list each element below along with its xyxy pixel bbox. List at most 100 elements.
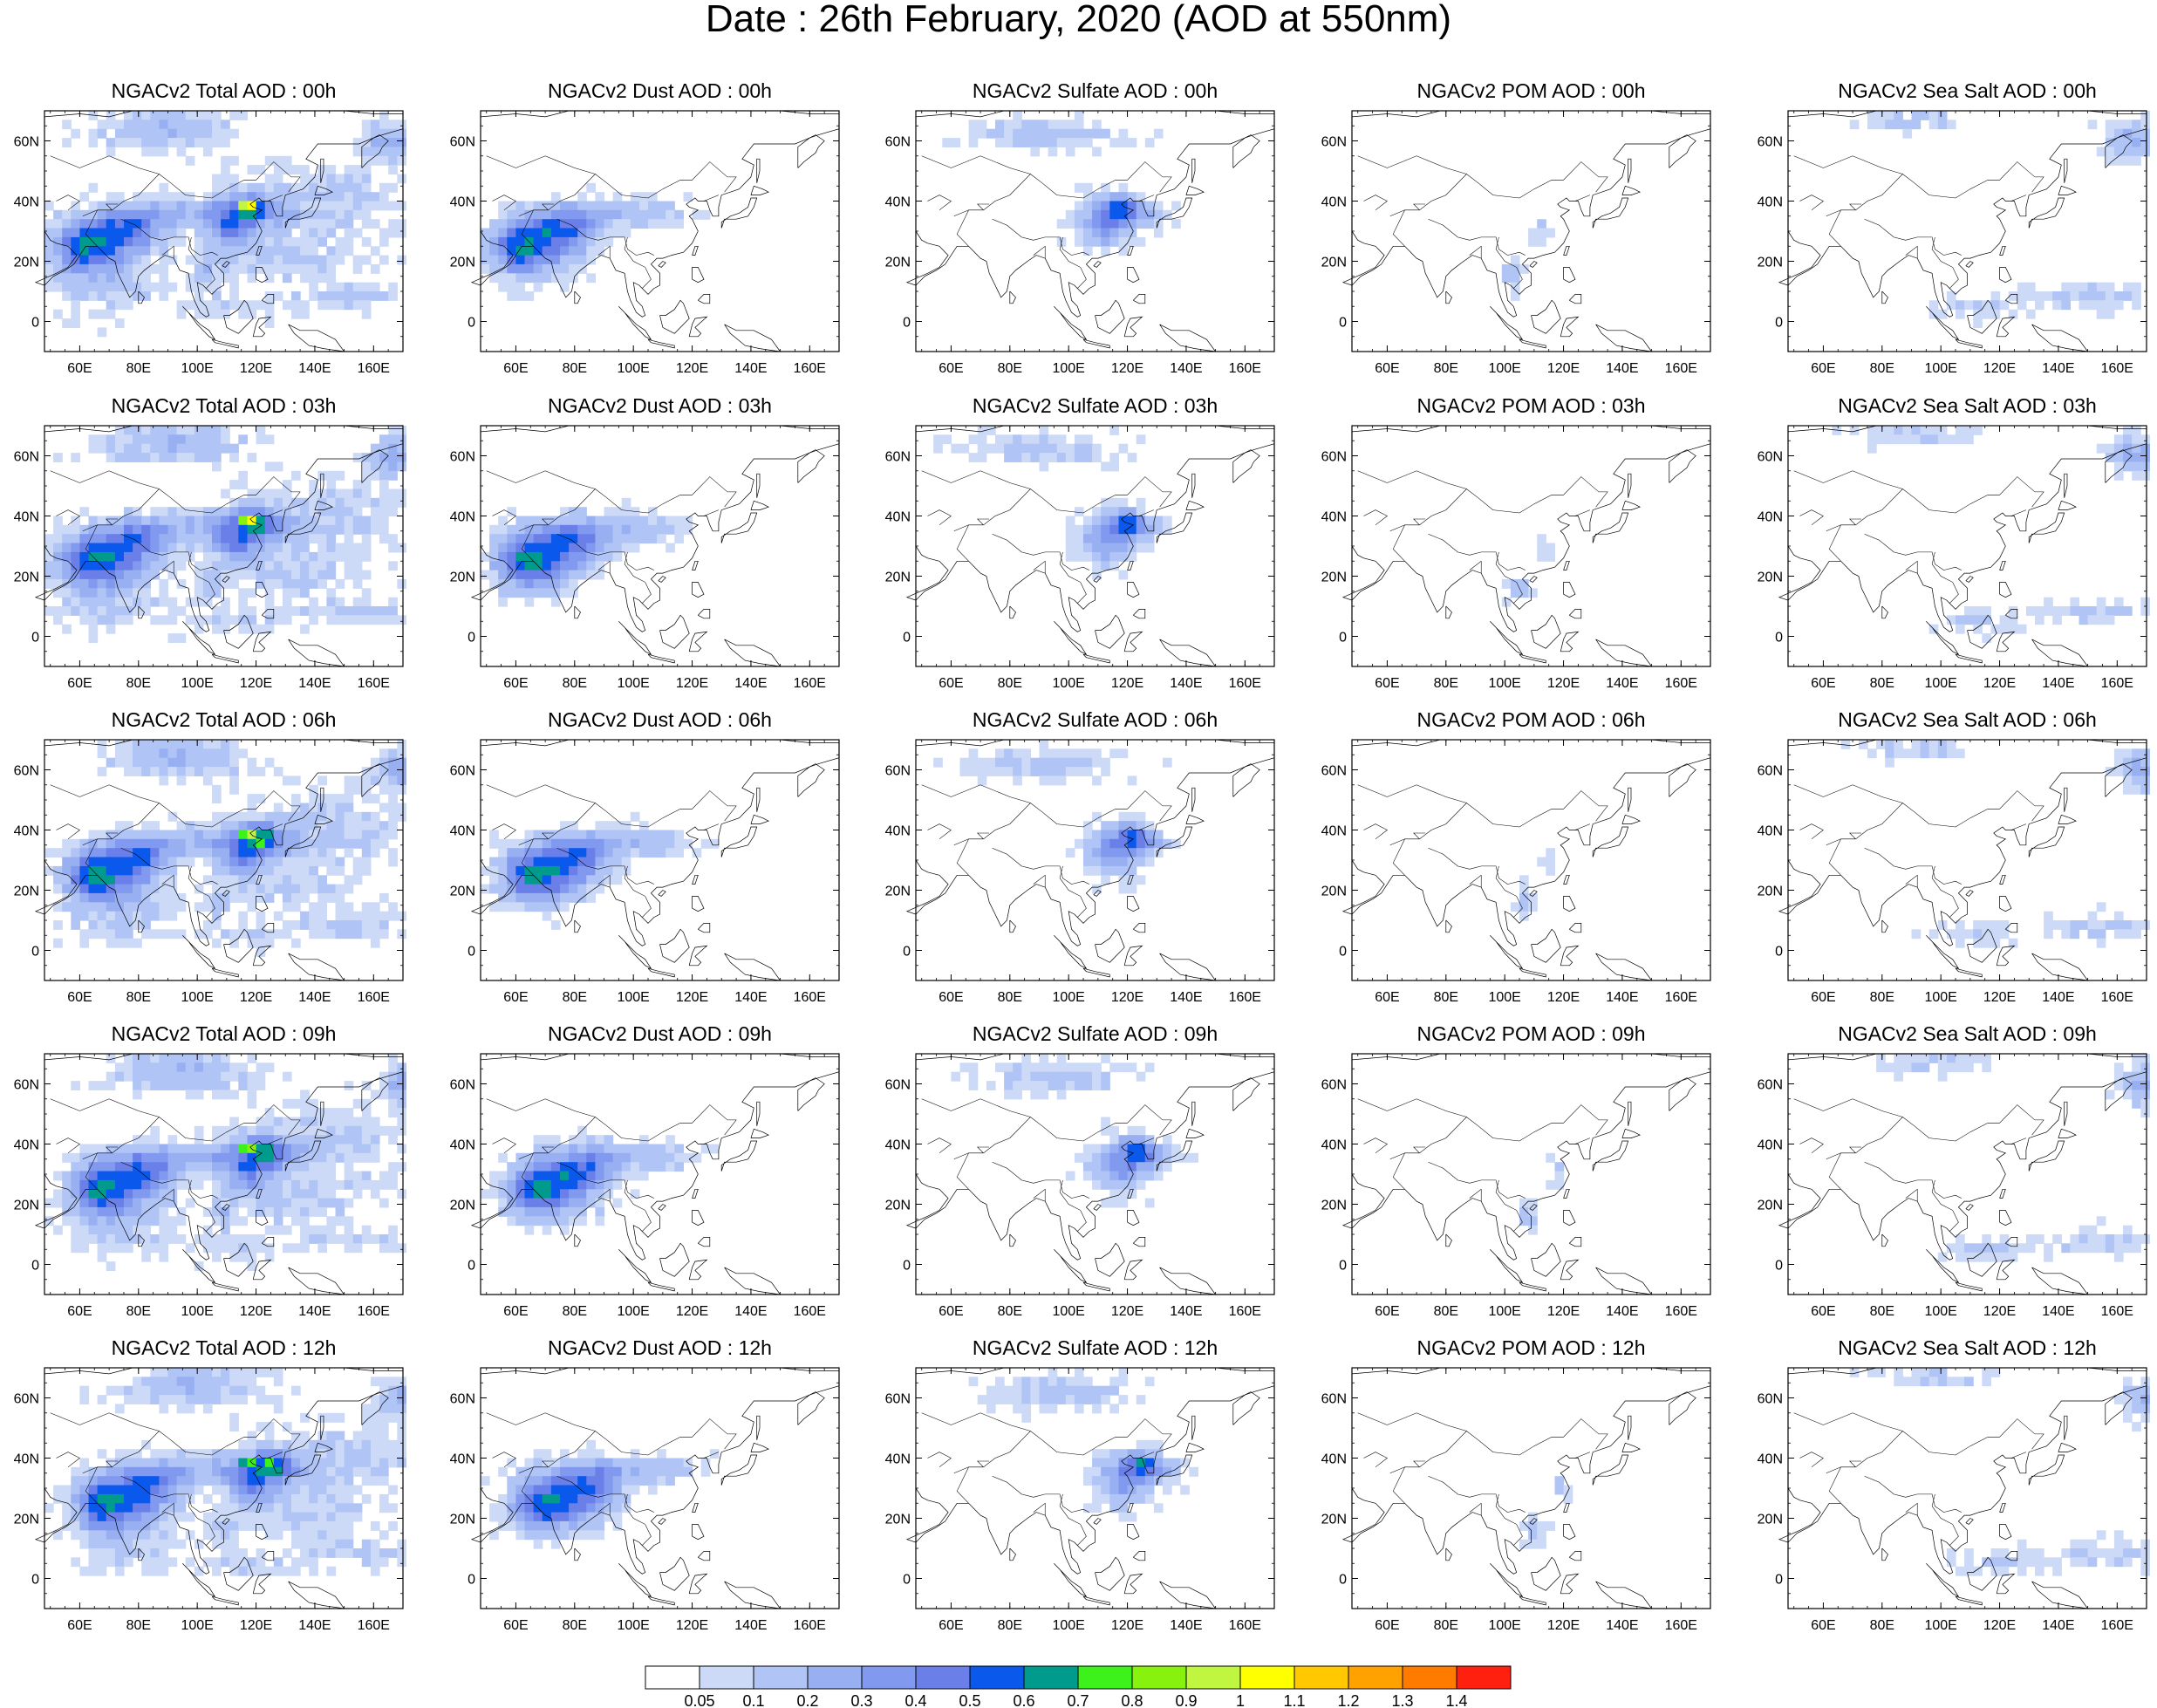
lon-tick-label: 160E bbox=[358, 361, 390, 376]
aod-field bbox=[942, 111, 1181, 256]
lon-tick-label: 60E bbox=[1811, 1618, 1835, 1633]
colorbar-box bbox=[1078, 1666, 1132, 1689]
lat-tick-label: 60N bbox=[14, 135, 39, 150]
lon-tick-label: 160E bbox=[1229, 676, 1261, 691]
colorbar-label: 0.8 bbox=[1121, 1692, 1143, 1708]
panel-title: NGACv2 Sulfate AOD : 03h bbox=[863, 394, 1327, 417]
lon-tick-label: 80E bbox=[998, 361, 1022, 376]
colorbar-label: 0.7 bbox=[1067, 1692, 1089, 1708]
lon-tick-label: 100E bbox=[617, 990, 649, 1005]
lon-tick-label: 100E bbox=[181, 1304, 213, 1319]
lon-tick-label: 160E bbox=[2101, 990, 2133, 1005]
colorbar-label: 0.9 bbox=[1175, 1692, 1197, 1708]
aod-field bbox=[1511, 848, 1555, 920]
lat-tick-label: 0 bbox=[903, 1573, 911, 1588]
lat-tick-label: 60N bbox=[1321, 764, 1347, 779]
lon-tick-label: 160E bbox=[1665, 676, 1697, 691]
lon-tick-label: 60E bbox=[939, 990, 963, 1005]
lon-tick-label: 80E bbox=[1434, 990, 1458, 1005]
lat-tick-label: 0 bbox=[468, 1259, 475, 1274]
lat-tick-label: 40N bbox=[450, 1138, 475, 1153]
lat-tick-label: 40N bbox=[1321, 1138, 1347, 1153]
panel-title: NGACv2 Dust AOD : 06h bbox=[428, 708, 891, 731]
lon-tick-label: 100E bbox=[1052, 1304, 1084, 1319]
lat-tick-label: 40N bbox=[885, 195, 911, 210]
lon-tick-label: 160E bbox=[1229, 990, 1261, 1005]
lon-tick-label: 60E bbox=[1811, 1304, 1835, 1319]
lat-tick-label: 20N bbox=[1321, 570, 1347, 585]
lat-tick-label: 40N bbox=[1321, 824, 1347, 839]
colorbar-box bbox=[808, 1666, 862, 1689]
panel-title: NGACv2 Sea Salt AOD : 12h bbox=[1736, 1336, 2157, 1359]
lon-tick-label: 140E bbox=[1170, 361, 1202, 376]
lon-tick-label: 160E bbox=[1665, 990, 1697, 1005]
lon-tick-label: 120E bbox=[240, 1618, 272, 1633]
lat-tick-label: 0 bbox=[31, 631, 39, 646]
aod-field bbox=[1502, 219, 1555, 301]
lon-tick-label: 120E bbox=[1983, 1304, 2016, 1319]
lon-tick-label: 160E bbox=[1229, 361, 1261, 376]
lat-tick-label: 60N bbox=[1758, 764, 1783, 779]
colorbar-box bbox=[1294, 1666, 1348, 1689]
coastlines bbox=[1343, 740, 1710, 980]
lat-tick-label: 0 bbox=[1775, 316, 1783, 331]
aod-field bbox=[951, 1054, 1198, 1208]
aod-field bbox=[481, 1440, 720, 1549]
lon-tick-label: 80E bbox=[1870, 361, 1894, 376]
lon-tick-label: 140E bbox=[298, 361, 331, 376]
lat-tick-label: 40N bbox=[1758, 195, 1783, 210]
aod-field bbox=[44, 111, 406, 337]
panel-title: NGACv2 Sulfate AOD : 09h bbox=[863, 1022, 1327, 1045]
lat-tick-label: 20N bbox=[14, 885, 39, 899]
lon-tick-label: 140E bbox=[734, 676, 767, 691]
lon-tick-label: 80E bbox=[1434, 1304, 1458, 1319]
lat-tick-label: 0 bbox=[903, 1259, 911, 1274]
lon-tick-label: 100E bbox=[1924, 990, 1956, 1005]
lon-tick-label: 140E bbox=[1606, 990, 1638, 1005]
lat-tick-label: 0 bbox=[31, 1573, 39, 1588]
lon-tick-label: 140E bbox=[1606, 1304, 1638, 1319]
lat-tick-label: 20N bbox=[885, 1199, 911, 1213]
lat-tick-label: 20N bbox=[885, 570, 911, 585]
lat-tick-label: 20N bbox=[885, 1513, 911, 1527]
lat-tick-label: 60N bbox=[1758, 135, 1783, 150]
lon-tick-label: 60E bbox=[67, 361, 92, 376]
lon-tick-label: 80E bbox=[563, 990, 587, 1005]
lat-tick-label: 20N bbox=[1321, 256, 1347, 270]
colorbar-box bbox=[862, 1666, 916, 1689]
lat-tick-label: 0 bbox=[1775, 631, 1783, 646]
lat-tick-label: 0 bbox=[1339, 945, 1347, 960]
lat-tick-label: 0 bbox=[903, 945, 911, 960]
lat-tick-label: 20N bbox=[450, 256, 475, 270]
lon-tick-label: 60E bbox=[1375, 1618, 1399, 1633]
lon-tick-label: 160E bbox=[358, 676, 390, 691]
lon-tick-label: 60E bbox=[67, 1618, 92, 1633]
lon-tick-label: 100E bbox=[617, 1618, 649, 1633]
lat-tick-label: 60N bbox=[14, 1078, 39, 1093]
lon-tick-label: 140E bbox=[2042, 1618, 2074, 1633]
lon-tick-label: 140E bbox=[298, 990, 331, 1005]
colorbar-label: 1.4 bbox=[1445, 1692, 1467, 1708]
lon-tick-label: 60E bbox=[503, 990, 528, 1005]
lat-tick-label: 60N bbox=[1321, 135, 1347, 150]
lat-tick-label: 60N bbox=[450, 764, 475, 779]
aod-field bbox=[933, 740, 1181, 894]
lon-tick-label: 80E bbox=[998, 1304, 1022, 1319]
colorbar-label: 0.1 bbox=[742, 1692, 764, 1708]
lat-tick-label: 0 bbox=[903, 631, 911, 646]
lat-tick-label: 40N bbox=[450, 1452, 475, 1467]
lat-tick-label: 20N bbox=[14, 570, 39, 585]
lon-tick-label: 140E bbox=[2042, 676, 2074, 691]
lon-tick-label: 100E bbox=[617, 361, 649, 376]
lon-tick-label: 140E bbox=[298, 676, 331, 691]
lon-tick-label: 160E bbox=[794, 1618, 826, 1633]
lon-tick-label: 100E bbox=[181, 990, 213, 1005]
lon-tick-label: 60E bbox=[67, 676, 92, 691]
aod-field bbox=[481, 1126, 720, 1235]
colorbar-box bbox=[1024, 1666, 1078, 1689]
